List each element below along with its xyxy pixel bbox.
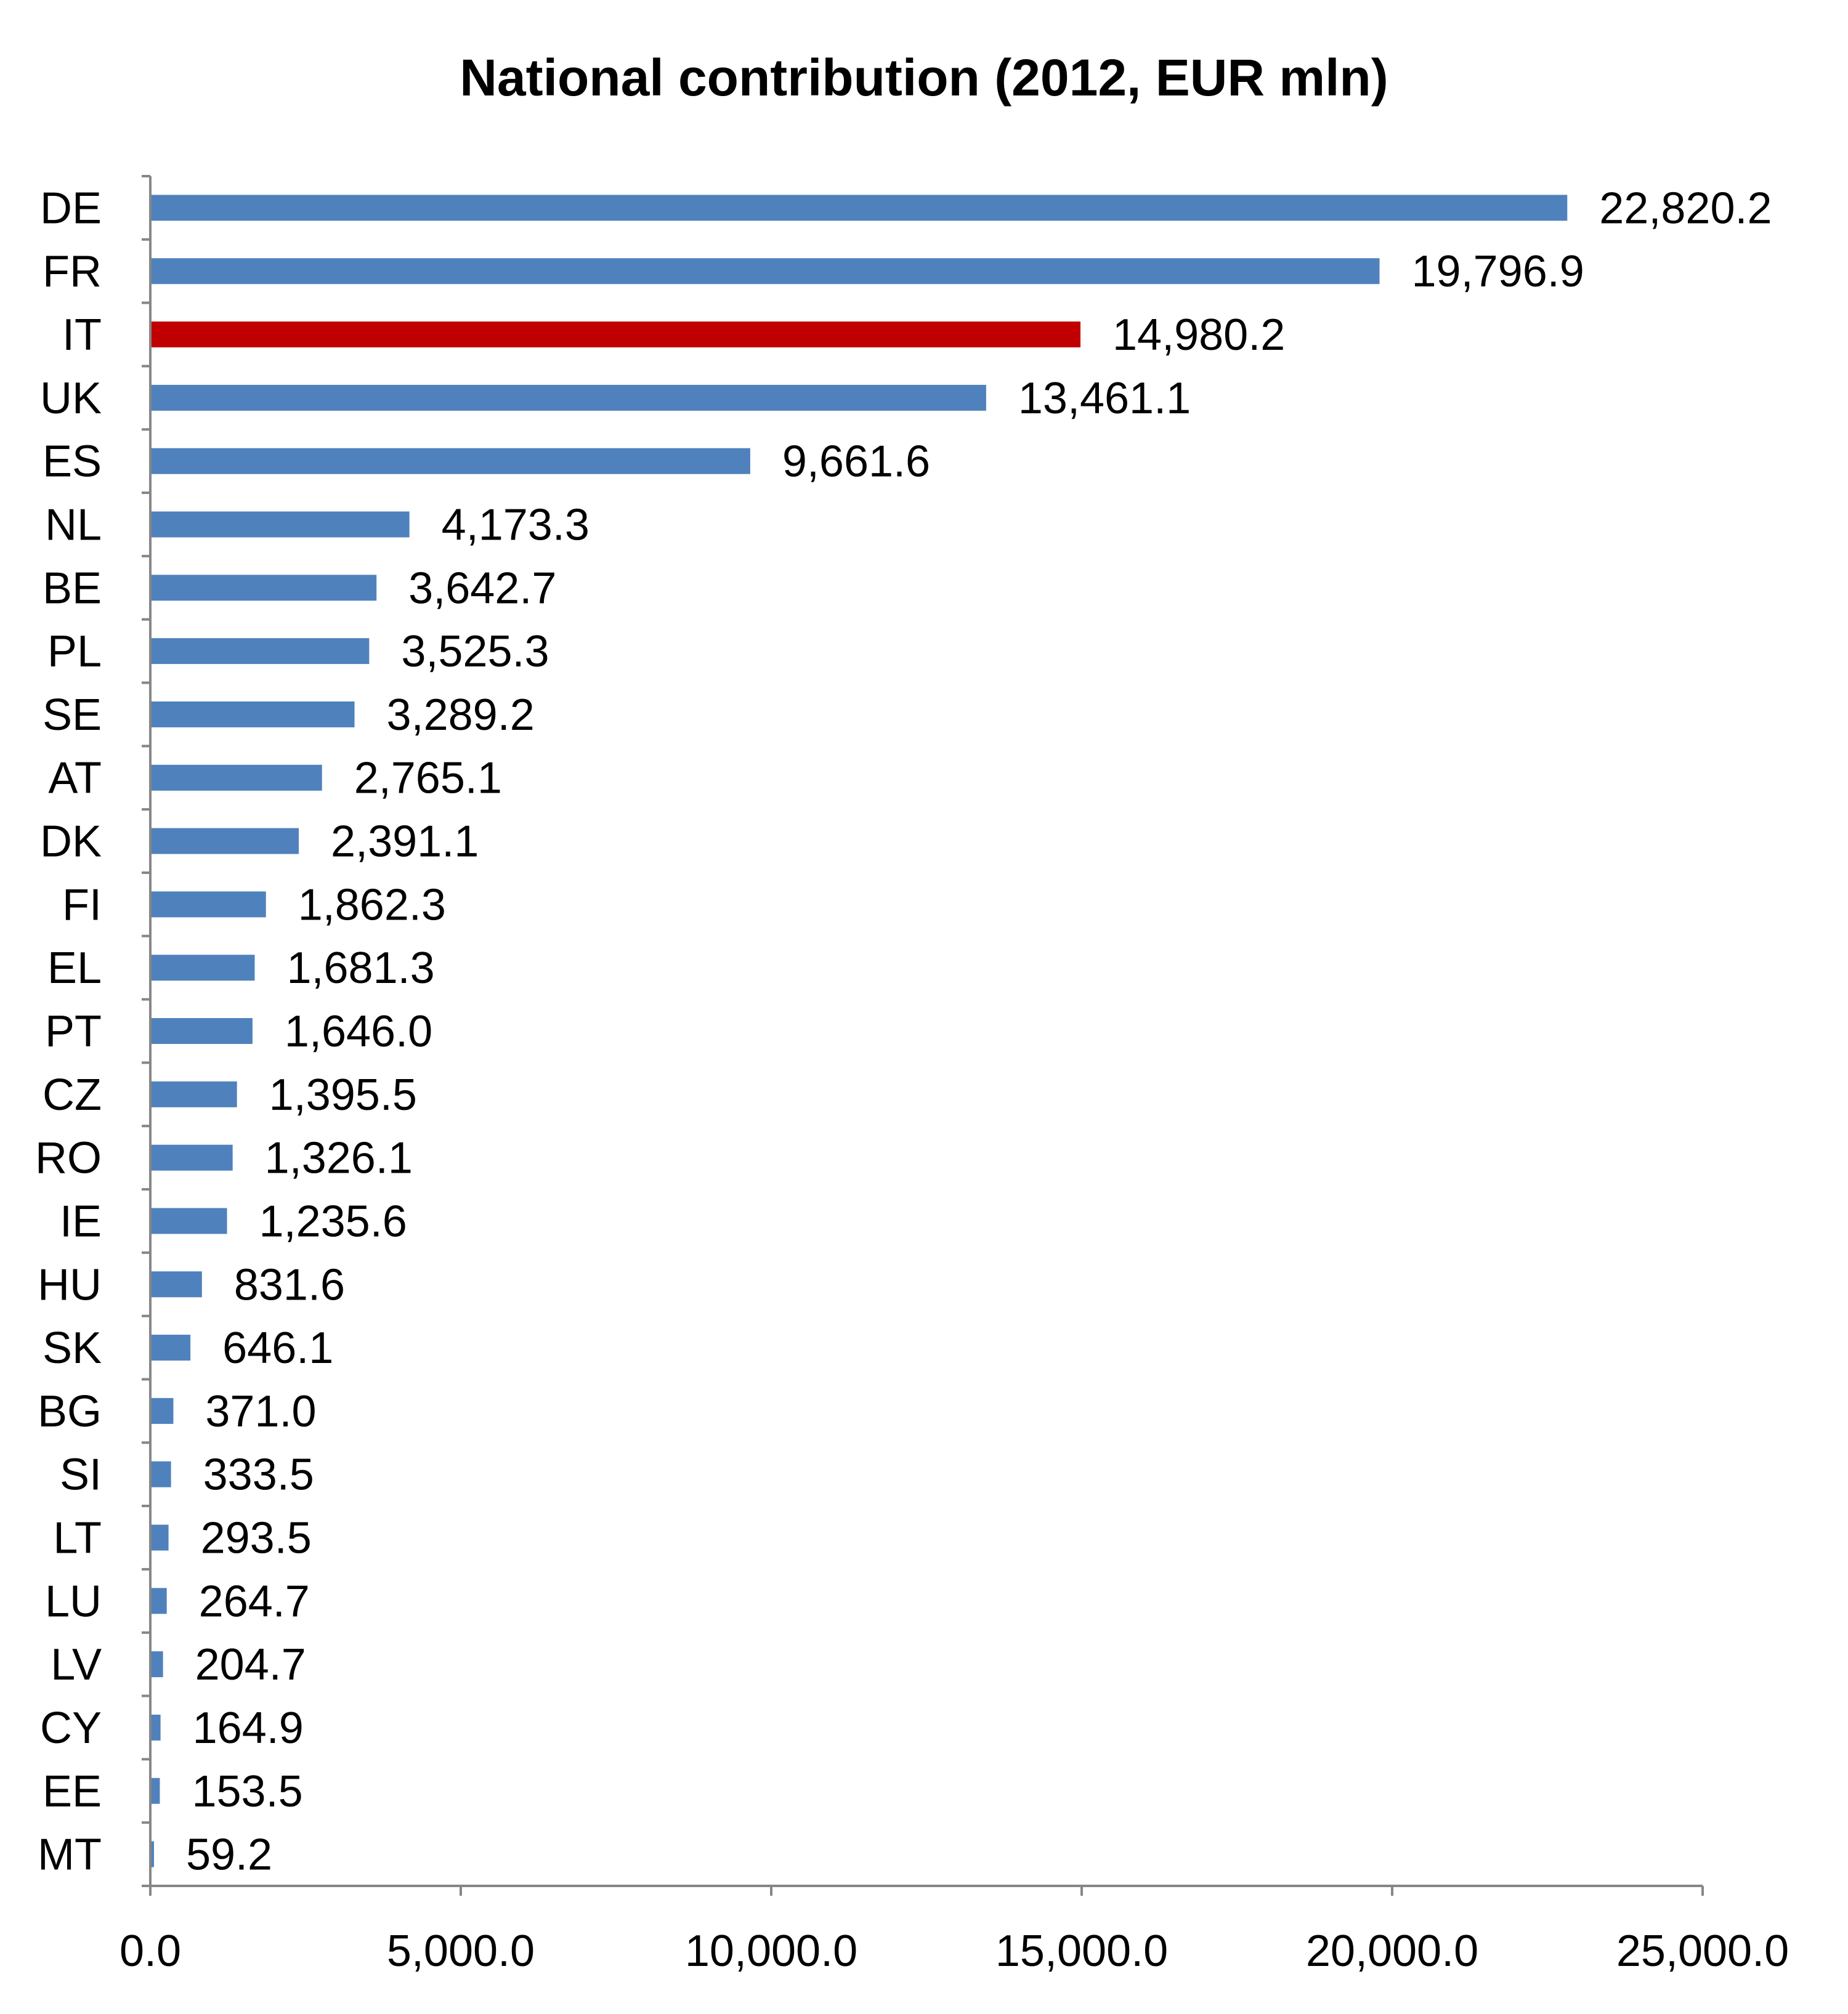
- bar-pt: [150, 1018, 253, 1044]
- value-label-si: 333.5: [203, 1450, 314, 1500]
- bar-cz: [150, 1081, 237, 1107]
- value-label-lu: 264.7: [199, 1577, 310, 1626]
- category-label-be: BE: [43, 564, 102, 613]
- category-label-hu: HU: [38, 1260, 102, 1309]
- bar-hu: [150, 1271, 202, 1298]
- category-label-sk: SK: [43, 1324, 102, 1373]
- bar-fi: [150, 891, 266, 918]
- bar-sk: [150, 1335, 191, 1361]
- category-label-uk: UK: [40, 374, 102, 423]
- value-label-nl: 4,173.3: [442, 500, 590, 549]
- value-label-be: 3,642.7: [408, 564, 556, 613]
- bar-mt: [150, 1841, 154, 1867]
- value-label-cz: 1,395.5: [269, 1070, 417, 1120]
- bar-cy: [150, 1714, 161, 1741]
- category-label-cz: CZ: [43, 1070, 102, 1120]
- value-label-lt: 293.5: [201, 1514, 312, 1563]
- value-label-el: 1,681.3: [286, 944, 434, 993]
- bar-ee: [150, 1777, 160, 1804]
- bar-bg: [150, 1397, 174, 1424]
- axes-group: [142, 175, 1704, 1896]
- category-label-cy: CY: [40, 1704, 102, 1753]
- x-tick-label: 15,000.0: [995, 1927, 1168, 1976]
- value-label-fr: 19,796.9: [1412, 247, 1584, 296]
- bar-el: [150, 955, 255, 981]
- category-label-at: AT: [48, 754, 102, 803]
- bar-pl: [150, 638, 370, 665]
- value-label-hu: 831.6: [234, 1260, 345, 1309]
- value-label-cy: 164.9: [193, 1704, 304, 1753]
- value-label-bg: 371.0: [205, 1387, 316, 1436]
- category-label-pt: PT: [45, 1007, 102, 1056]
- bar-se: [150, 701, 355, 727]
- category-label-it: IT: [62, 310, 102, 360]
- value-label-se: 3,289.2: [387, 690, 535, 740]
- category-label-se: SE: [43, 690, 102, 740]
- x-tick-label: 5,000.0: [387, 1927, 535, 1976]
- bar-es: [150, 448, 750, 474]
- category-label-si: SI: [60, 1450, 102, 1500]
- value-label-at: 2,765.1: [354, 754, 502, 803]
- x-tick-label: 25,000.0: [1616, 1927, 1789, 1976]
- bar-uk: [150, 384, 986, 411]
- category-label-pl: PL: [47, 627, 102, 676]
- x-tick-label: 10,000.0: [685, 1927, 857, 1976]
- value-label-lv: 204.7: [195, 1640, 306, 1689]
- category-label-de: DE: [40, 184, 102, 233]
- category-label-lu: LU: [45, 1577, 102, 1626]
- value-label-uk: 13,461.1: [1018, 374, 1191, 423]
- bar-de: [150, 195, 1568, 221]
- value-label-pl: 3,525.3: [401, 627, 549, 676]
- category-label-ee: EE: [43, 1767, 102, 1816]
- chart-title: National contribution (2012, EUR mln): [460, 49, 1388, 107]
- x-tick-label: 0.0: [120, 1927, 181, 1976]
- value-label-ie: 1,235.6: [259, 1197, 407, 1246]
- value-label-sk: 646.1: [222, 1324, 333, 1373]
- bar-nl: [150, 511, 410, 538]
- category-label-dk: DK: [40, 817, 102, 867]
- category-label-lt: LT: [53, 1514, 102, 1563]
- value-label-it: 14,980.2: [1112, 310, 1285, 360]
- value-label-mt: 59.2: [186, 1830, 272, 1880]
- bar-at: [150, 764, 322, 791]
- category-label-es: ES: [43, 437, 102, 487]
- category-label-fr: FR: [43, 247, 102, 296]
- bar-lu: [150, 1588, 167, 1614]
- value-label-pt: 1,646.0: [285, 1007, 432, 1056]
- value-label-es: 9,661.6: [782, 437, 930, 487]
- value-labels: 22,820.2 19,796.9 14,980.2 13,461.1 9,661.6 4…: [186, 184, 1772, 1879]
- bar-ie: [150, 1208, 227, 1234]
- category-label-ie: IE: [60, 1197, 102, 1246]
- bar-si: [150, 1461, 171, 1487]
- category-labels: DE FR IT UK ES NL BE PL SE AT DK FI EL PT CZ RO IE HU SK BG…: [35, 184, 102, 1879]
- value-label-fi: 1,862.3: [298, 880, 446, 929]
- category-label-bg: BG: [38, 1387, 102, 1436]
- value-label-ro: 1,326.1: [265, 1134, 413, 1183]
- category-label-ro: RO: [35, 1134, 102, 1183]
- category-label-lv: LV: [51, 1640, 102, 1689]
- bar-ro: [150, 1144, 233, 1171]
- bars-group: [150, 195, 1568, 1867]
- bar-lv: [150, 1651, 163, 1678]
- category-label-fi: FI: [62, 880, 102, 929]
- bar-be: [150, 575, 377, 601]
- x-tick-label: 20,000.0: [1306, 1927, 1478, 1976]
- value-label-dk: 2,391.1: [331, 817, 479, 867]
- value-label-ee: 153.5: [192, 1767, 302, 1816]
- category-label-mt: MT: [38, 1830, 102, 1880]
- category-label-nl: NL: [45, 500, 102, 549]
- category-label-el: EL: [47, 944, 102, 993]
- bar-it: [150, 322, 1081, 348]
- value-label-de: 22,820.2: [1599, 184, 1772, 233]
- bar-dk: [150, 828, 299, 854]
- x-tick-labels: 0.0 5,000.0 10,000.0 15,000.0 20,000.0 25,000…: [120, 1927, 1789, 1976]
- bar-fr: [150, 258, 1380, 285]
- bar-lt: [150, 1524, 169, 1551]
